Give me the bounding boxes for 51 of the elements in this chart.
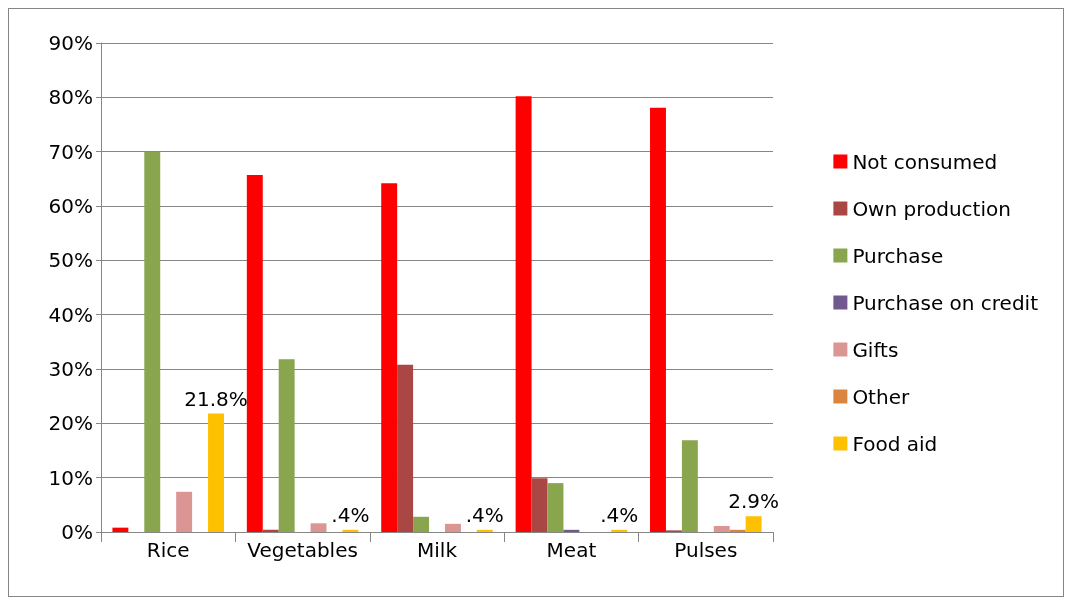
data-label: 2.9%: [728, 489, 780, 514]
x-tick-label: Milk: [417, 538, 458, 562]
bar: [713, 526, 730, 532]
y-tick-label: 0%: [61, 520, 93, 544]
y-tick-label: 40%: [48, 302, 93, 327]
bar: [413, 516, 430, 532]
bar: [476, 529, 493, 532]
bar: [262, 529, 279, 532]
x-tick-label: Meat: [546, 538, 597, 562]
bar: [547, 483, 564, 532]
legend-label: Gifts: [852, 337, 899, 362]
bar: [444, 523, 461, 532]
bar: [531, 478, 548, 532]
data-label: 21.8%: [184, 386, 248, 411]
y-tick-label: 90%: [48, 31, 93, 55]
legend-label: Purchase: [852, 243, 944, 268]
y-tick-label: 80%: [48, 85, 93, 110]
bar: [381, 183, 398, 532]
bar: [208, 413, 224, 532]
bar: [611, 529, 628, 532]
bar: [278, 359, 295, 532]
x-tick-label: Pulses: [674, 538, 738, 562]
y-tick-label: 60%: [48, 194, 93, 218]
bar: [681, 440, 698, 532]
data-label: .4%: [600, 502, 639, 527]
y-tick-label: 10%: [48, 465, 93, 490]
bar: [650, 107, 666, 532]
data-label: .4%: [331, 502, 370, 527]
bar: [745, 516, 762, 532]
bar: [397, 364, 414, 532]
bar: [515, 96, 532, 532]
bar: [112, 527, 129, 532]
legend-label: Other: [852, 384, 910, 409]
y-tick-label: 20%: [48, 411, 93, 436]
y-tick-label: 50%: [48, 248, 93, 273]
bar: [729, 529, 746, 532]
bar: [144, 151, 161, 532]
bar: [176, 491, 193, 532]
data-label: .4%: [465, 502, 504, 527]
legend-label: Own production: [852, 196, 1011, 221]
x-tick-label: Vegetables: [247, 538, 358, 562]
legend-label: Not consumed: [852, 149, 998, 174]
bar: [342, 529, 359, 532]
bar: [246, 175, 263, 532]
bar: [563, 529, 580, 532]
legend-label: Food aid: [852, 431, 938, 456]
legend-label: Purchase on credit: [852, 290, 1039, 315]
y-tick-label: 70%: [48, 139, 93, 164]
bar: [310, 523, 327, 532]
x-tick-label: Rice: [146, 538, 190, 562]
y-tick-label: 30%: [48, 357, 93, 381]
